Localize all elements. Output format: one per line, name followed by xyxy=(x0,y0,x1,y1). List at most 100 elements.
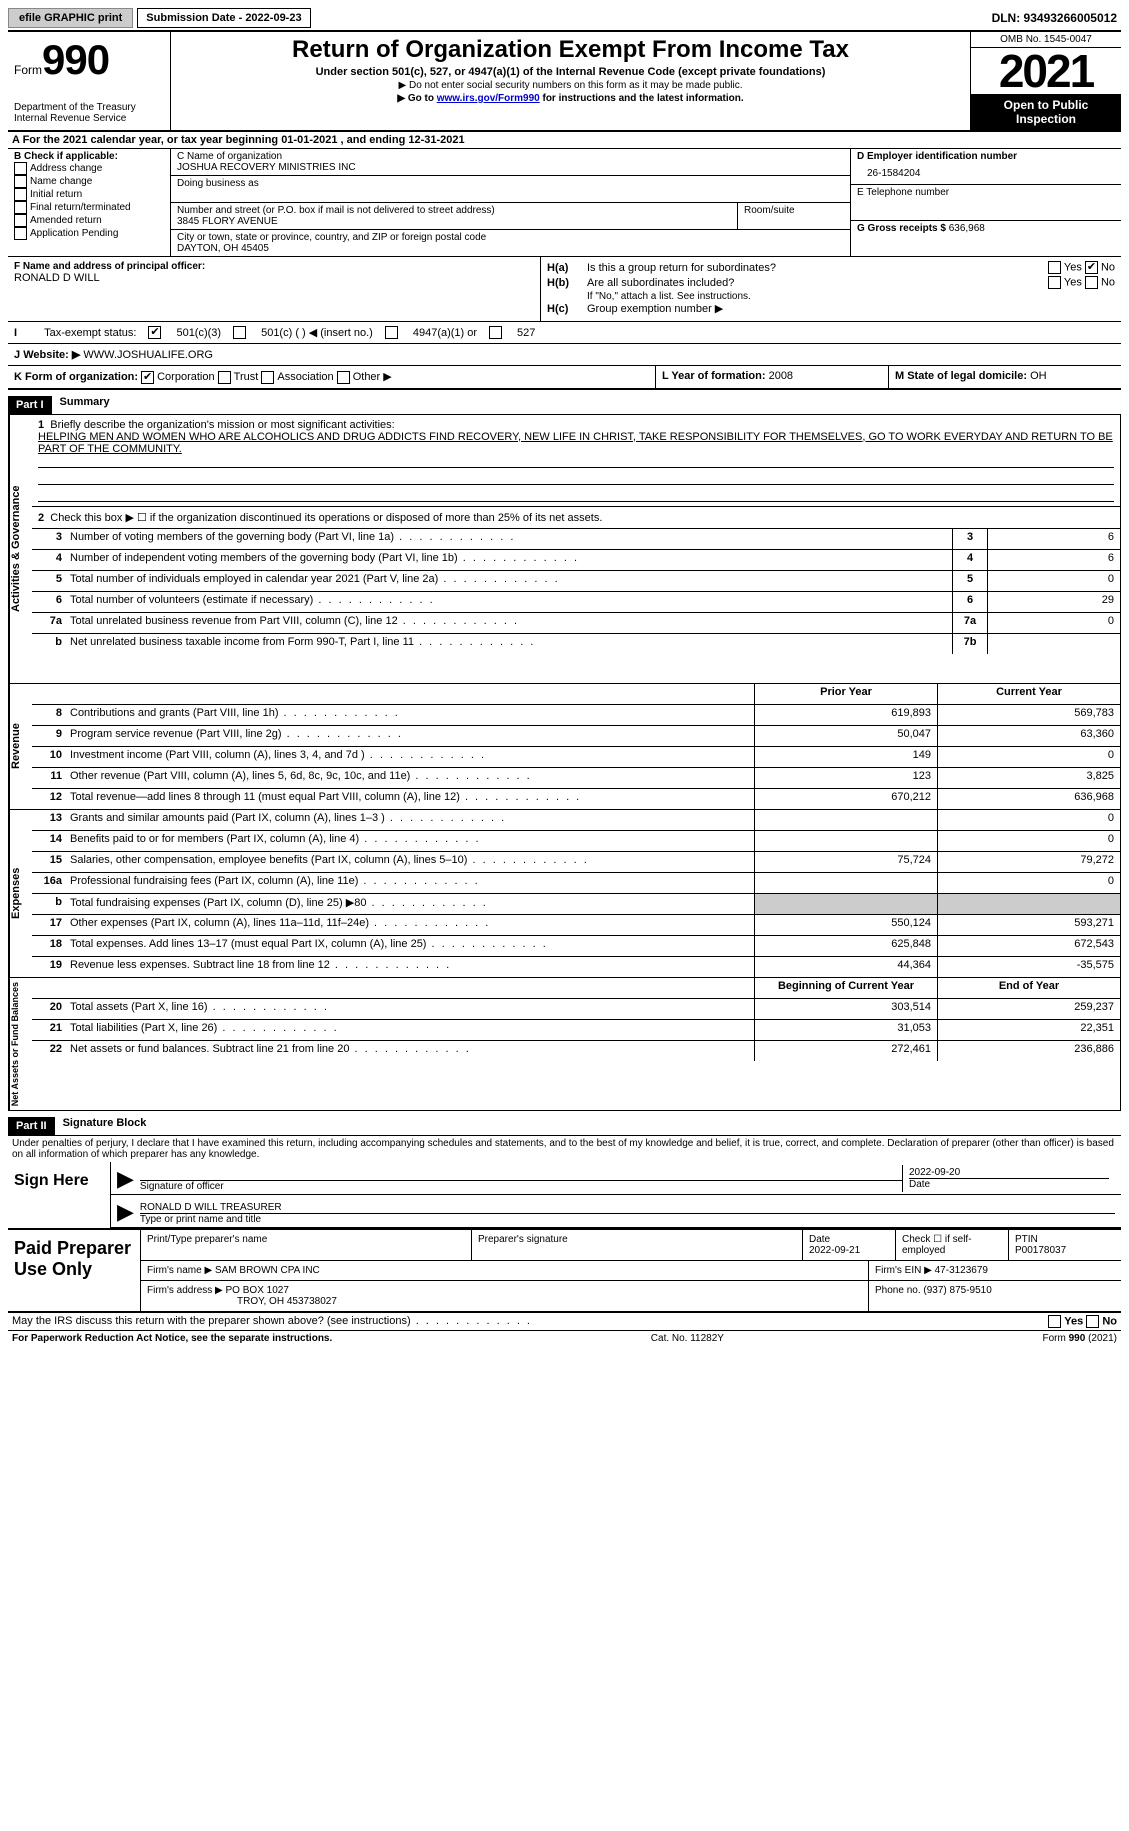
may-irs-text: May the IRS discuss this return with the… xyxy=(12,1315,1048,1328)
open-to-public: Open to Public Inspection xyxy=(971,94,1121,130)
line-15: 15 Salaries, other compensation, employe… xyxy=(32,852,1120,873)
state-domicile-value: OH xyxy=(1030,370,1047,382)
topbar: efile GRAPHIC print Submission Date - 20… xyxy=(8,8,1121,28)
tax-year: 2021 xyxy=(971,48,1121,94)
lbl-application-pending: Application Pending xyxy=(30,228,118,239)
sig-date-label: Date xyxy=(909,1178,1109,1190)
ptin-label: PTIN xyxy=(1015,1234,1038,1245)
form-number: 990 xyxy=(42,36,109,83)
revenue-col-headers: Prior Year Current Year xyxy=(32,684,1120,705)
line2-text: Check this box ▶ ☐ if the organization d… xyxy=(50,512,602,524)
firm-addr-value2: TROY, OH 453738027 xyxy=(147,1296,337,1307)
efile-print-button[interactable]: efile GRAPHIC print xyxy=(8,8,133,28)
chk-trust[interactable] xyxy=(218,371,231,384)
chk-amended-return[interactable] xyxy=(14,214,27,227)
state-domicile-label: M State of legal domicile: xyxy=(895,370,1027,382)
opt-4947: 4947(a)(1) or xyxy=(413,327,477,339)
part1-header: Part I Summary xyxy=(8,390,1121,415)
section-expenses: Expenses 13 Grants and similar amounts p… xyxy=(8,810,1121,978)
opt-other: Other ▶ xyxy=(353,371,392,383)
sig-name-value: RONALD D WILL TREASURER xyxy=(140,1202,1115,1213)
opt-501c3: 501(c)(3) xyxy=(176,327,221,339)
chk-initial-return[interactable] xyxy=(14,188,27,201)
mission-label: Briefly describe the organization's miss… xyxy=(50,419,394,431)
chk-other[interactable] xyxy=(337,371,350,384)
chk-corporation[interactable] xyxy=(141,371,154,384)
lbl-final-return: Final return/terminated xyxy=(30,202,131,213)
may-irs-no[interactable] xyxy=(1086,1315,1099,1328)
hb-no[interactable] xyxy=(1085,276,1098,289)
line-18: 18 Total expenses. Add lines 13–17 (must… xyxy=(32,936,1120,957)
org-name: JOSHUA RECOVERY MINISTRIES INC xyxy=(177,162,844,173)
firm-phone-value: (937) 875-9510 xyxy=(923,1285,991,1296)
opt-trust: Trust xyxy=(234,371,259,383)
line-19: 19 Revenue less expenses. Subtract line … xyxy=(32,957,1120,977)
website-value: WWW.JOSHUALIFE.ORG xyxy=(83,349,213,361)
firm-addr-value: PO BOX 1027 xyxy=(226,1285,289,1296)
chk-501c[interactable] xyxy=(233,326,246,339)
website-label: Website: ▶ xyxy=(23,348,80,361)
prep-date-label: Date xyxy=(809,1234,830,1245)
chk-address-change[interactable] xyxy=(14,162,27,175)
sig-name-label: Type or print name and title xyxy=(140,1213,1115,1225)
telephone-label: E Telephone number xyxy=(857,187,1115,198)
goto-post: for instructions and the latest informat… xyxy=(540,93,744,104)
city-value: DAYTON, OH 45405 xyxy=(177,243,844,254)
block-bcdeg: B Check if applicable: Address change Na… xyxy=(8,149,1121,257)
may-irs-discuss: May the IRS discuss this return with the… xyxy=(8,1313,1121,1331)
chk-527[interactable] xyxy=(489,326,502,339)
line-14: 14 Benefits paid to or for members (Part… xyxy=(32,831,1120,852)
gov-line-7a: 7a Total unrelated business revenue from… xyxy=(32,613,1120,634)
sign-here-block: Sign Here ▶ Signature of officer 2022-09… xyxy=(8,1162,1121,1230)
ha-yes[interactable] xyxy=(1048,261,1061,274)
dept-treasury: Department of the Treasury xyxy=(14,102,164,113)
chk-application-pending[interactable] xyxy=(14,227,27,240)
gov-line-b: b Net unrelated business taxable income … xyxy=(32,634,1120,654)
gov-line-6: 6 Total number of volunteers (estimate i… xyxy=(32,592,1120,613)
year-formation-value: 2008 xyxy=(769,370,793,382)
form-title: Return of Organization Exempt From Incom… xyxy=(179,36,962,64)
beginning-year-hdr: Beginning of Current Year xyxy=(754,978,937,998)
row-i: I Tax-exempt status: 501(c)(3) 501(c) ( … xyxy=(8,322,1121,344)
ha-text: Is this a group return for subordinates? xyxy=(587,262,995,274)
year-formation-label: L Year of formation: xyxy=(662,370,766,382)
ha-no[interactable] xyxy=(1085,261,1098,274)
chk-final-return[interactable] xyxy=(14,201,27,214)
may-irs-yes[interactable] xyxy=(1048,1315,1061,1328)
firm-name-label: Firm's name ▶ xyxy=(147,1265,212,1276)
prep-name-label: Print/Type preparer's name xyxy=(141,1230,472,1260)
dln: DLN: 93493266005012 xyxy=(992,11,1121,25)
chk-501c3[interactable] xyxy=(148,326,161,339)
gov-line-3: 3 Number of voting members of the govern… xyxy=(32,529,1120,550)
line-12: 12 Total revenue—add lines 8 through 11 … xyxy=(32,789,1120,809)
officer-label: F Name and address of principal officer: xyxy=(14,261,534,272)
goto-pre: ▶ Go to xyxy=(397,93,436,104)
sig-officer-label: Signature of officer xyxy=(140,1180,902,1192)
gross-receipts-label: G Gross receipts $ xyxy=(857,223,946,234)
gross-receipts-value: 636,968 xyxy=(949,223,985,234)
form-header: Form990 Department of the Treasury Inter… xyxy=(8,30,1121,132)
chk-4947[interactable] xyxy=(385,326,398,339)
firm-ein-value: 47-3123679 xyxy=(935,1265,988,1276)
hb-yes[interactable] xyxy=(1048,276,1061,289)
sig-arrow2-icon: ▶ xyxy=(117,1199,134,1225)
irs-link[interactable]: www.irs.gov/Form990 xyxy=(437,93,540,104)
lbl-address-change: Address change xyxy=(30,163,102,174)
paid-preparer-label: Paid Preparer Use Only xyxy=(8,1230,141,1311)
opt-527: 527 xyxy=(517,327,535,339)
page-footer: For Paperwork Reduction Act Notice, see … xyxy=(8,1331,1121,1346)
line-13: 13 Grants and similar amounts paid (Part… xyxy=(32,810,1120,831)
street-value: 3845 FLORY AVENUE xyxy=(177,216,731,227)
paid-preparer-block: Paid Preparer Use Only Print/Type prepar… xyxy=(8,1230,1121,1313)
opt-501c: 501(c) ( ) ◀ (insert no.) xyxy=(261,326,373,339)
chk-association[interactable] xyxy=(261,371,274,384)
part1-title: Summary xyxy=(52,393,118,411)
chk-name-change[interactable] xyxy=(14,175,27,188)
form-word: Form xyxy=(14,63,42,77)
tax-exempt-label: Tax-exempt status: xyxy=(44,327,136,339)
footer-left: For Paperwork Reduction Act Notice, see … xyxy=(12,1333,332,1344)
opt-association: Association xyxy=(277,371,333,383)
end-year-hdr: End of Year xyxy=(937,978,1120,998)
gov-line-5: 5 Total number of individuals employed i… xyxy=(32,571,1120,592)
row-j: J Website: ▶ WWW.JOSHUALIFE.ORG xyxy=(8,344,1121,366)
